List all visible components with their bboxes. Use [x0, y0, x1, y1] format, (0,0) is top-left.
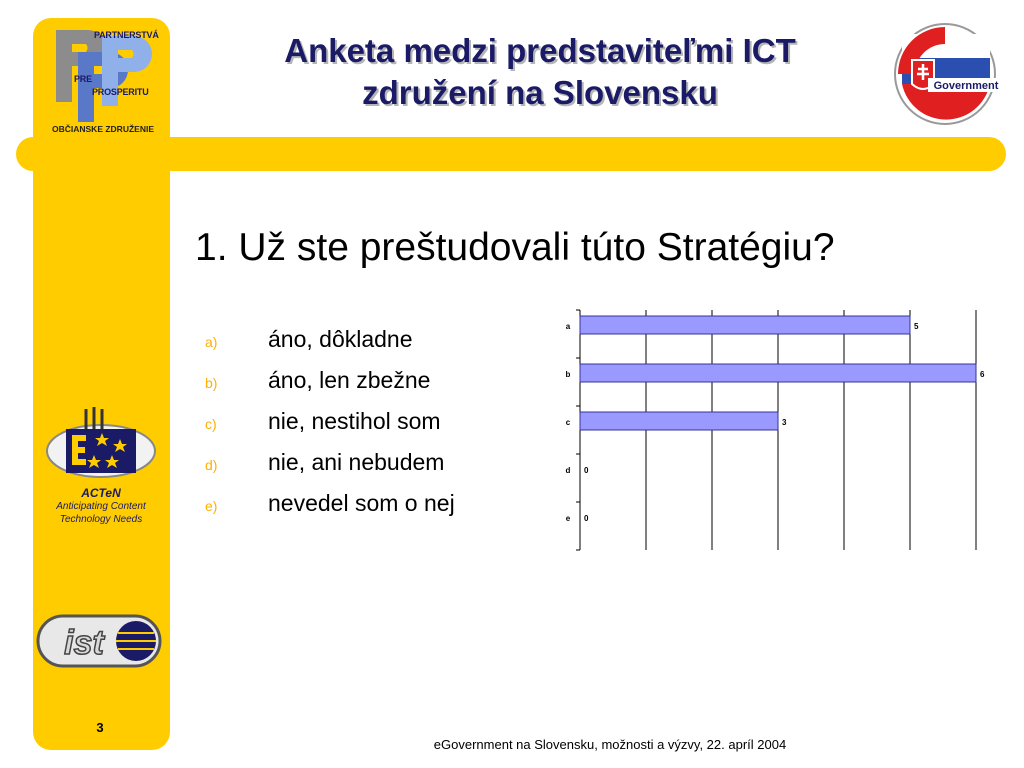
chart-data-label: 0 — [584, 514, 589, 523]
ist-logo-icon: ist — [36, 614, 162, 668]
chart-bar — [579, 315, 911, 335]
egov-logo-text: Government — [934, 80, 999, 92]
option-marker: b) — [205, 375, 218, 391]
chart-category-label: e — [566, 514, 571, 523]
chart-data-label: 0 — [584, 466, 589, 475]
option-item: d) nie, ani nebudem — [205, 449, 515, 490]
option-marker: e) — [205, 498, 218, 514]
ppp-text-partnerstva: PARTNERSTVÁ — [94, 30, 159, 40]
chart-data-label: 3 — [782, 418, 787, 427]
option-marker: c) — [205, 416, 217, 432]
acten-name: ACTeN — [81, 486, 121, 500]
option-item: e) nevedel som o nej — [205, 490, 515, 531]
option-text: áno, dôkladne — [268, 326, 413, 352]
page-title: Anketa medzi predstaviteľmi ICT združení… — [205, 30, 875, 114]
option-text: nevedel som o nej — [268, 490, 455, 516]
ist-logo: ist — [36, 612, 164, 670]
option-item: b) áno, len zbežne — [205, 367, 515, 408]
chart-data-label: 6 — [980, 370, 985, 379]
acten-line-2: Technology Needs — [59, 514, 143, 525]
chart-category-label: d — [566, 466, 571, 475]
option-item: c) nie, nestihol som — [205, 408, 515, 449]
acten-line-1: Anticipating Content — [56, 501, 146, 512]
title-line-1: Anketa medzi predstaviteľmi ICT — [284, 32, 796, 69]
acten-logo-icon — [46, 407, 156, 478]
chart-category-label: c — [566, 418, 571, 427]
chart-data-label: 5 — [914, 322, 919, 331]
ppp-caption: OBČIANSKE ZDRUŽENIE — [51, 124, 154, 134]
option-marker: a) — [205, 334, 218, 350]
results-bar-chart: a 5 b 6 c 3 d 0 e 0 — [566, 309, 985, 551]
ppp-text-pre: PRE — [74, 74, 92, 84]
acten-logo: ACTeN Anticipating Content Technology Ne… — [42, 405, 160, 535]
chart-bar — [579, 363, 977, 383]
egovernment-logo: Government — [890, 20, 1008, 130]
egovernment-logo-icon: Government — [894, 23, 1004, 125]
chart-category-label: b — [566, 370, 571, 379]
chart-category-label: a — [566, 322, 571, 331]
ist-logo-text: ist — [64, 624, 105, 662]
page-number: 3 — [96, 720, 104, 735]
question-heading: 1. Už ste preštudovali túto Stratégiu? — [195, 226, 835, 269]
option-marker: d) — [205, 457, 218, 473]
ppp-logo: PARTNERSTVÁ PRE PROSPERITU OBČIANSKE ZDR… — [48, 24, 159, 136]
title-line-2: združení na Slovensku — [362, 74, 718, 111]
ppp-text-prosperitu: PROSPERITU — [92, 87, 149, 97]
footer-text: eGovernment na Slovensku, možnosti a výz… — [433, 737, 787, 752]
option-text: nie, nestihol som — [268, 408, 441, 434]
option-text: áno, len zbežne — [268, 367, 431, 393]
acten-caption: ACTeN Anticipating Content Technology Ne… — [42, 487, 160, 526]
chart-bar — [579, 411, 779, 431]
answer-options: a) áno, dôkladne b) áno, len zbežne c) nie,… — [205, 326, 515, 531]
header-band — [16, 137, 1006, 171]
option-text: nie, ani nebudem — [268, 449, 445, 475]
option-item: a) áno, dôkladne — [205, 326, 515, 367]
ppp-logo-icon — [56, 30, 152, 122]
